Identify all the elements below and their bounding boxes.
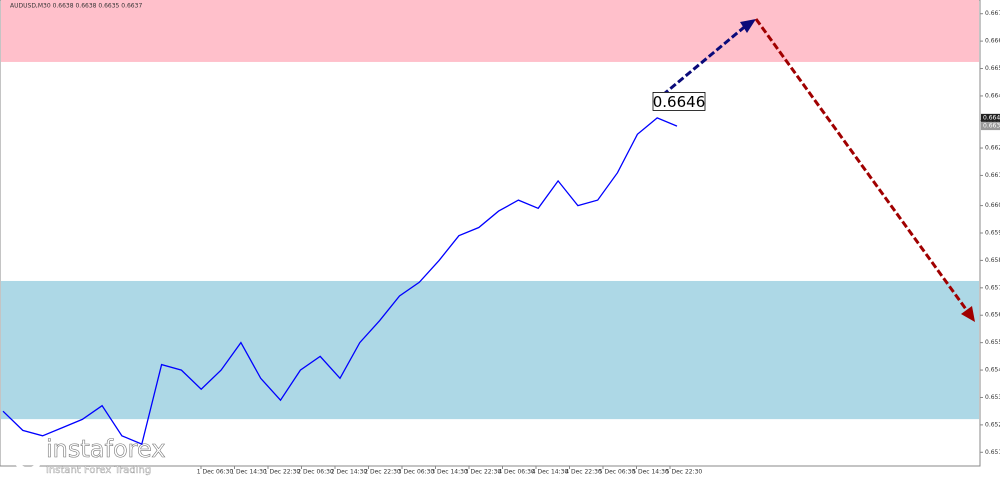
x-tick-label: 4 Dec 22:30 — [565, 469, 602, 476]
logo: instaforex Instant Forex Trading — [12, 435, 166, 476]
y-tick-label: 0.6629 — [985, 145, 1000, 152]
y-tick-label: 0.6658 — [985, 65, 1000, 72]
y-tick-label: 0.6568 — [985, 312, 1000, 319]
y-tick-label: 0.6528 — [985, 421, 1000, 428]
logo-name: instaforex — [46, 435, 166, 463]
annotation-box — [652, 92, 706, 111]
x-tick-label: 2 Dec 06:30 — [297, 469, 334, 476]
zone — [1, 0, 979, 62]
price-line — [2, 117, 678, 445]
price-label-box — [981, 113, 1000, 122]
y-tick-label: 0.6668 — [985, 38, 1000, 45]
annotation-label: 0.6646 — [653, 93, 706, 111]
zone — [1, 280, 979, 420]
price-label: 0.6637 — [983, 123, 1000, 130]
x-tick-label: 3 Dec 06:30 — [398, 469, 435, 476]
x-tick-label: 5 Dec 06:30 — [599, 469, 636, 476]
y-tick-label: 0.6608 — [985, 202, 1000, 209]
x-tick-label: 1 Dec 14:30 — [230, 469, 267, 476]
x-tick-label: 4 Dec 06:30 — [498, 469, 535, 476]
x-tick-label: 2 Dec 22:30 — [364, 469, 401, 476]
logo-icon — [22, 449, 34, 461]
x-tick-label: 1 Dec 22:30 — [264, 469, 301, 476]
x-tick-label: 5 Dec 22:30 — [666, 469, 703, 476]
y-tick-label: 0.6598 — [985, 230, 1000, 237]
logo-tagline: Instant Forex Trading — [46, 465, 151, 476]
y-tick-label: 0.6678 — [985, 10, 1000, 17]
y-tick-label: 0.6619 — [985, 172, 1000, 179]
x-tick-label: 4 Dec 14:30 — [532, 469, 569, 476]
y-tick-label: 0.6648 — [985, 92, 1000, 99]
x-tick-label: 3 Dec 14:30 — [431, 469, 468, 476]
price-label-box — [981, 122, 1000, 131]
y-tick-label: 0.6548 — [985, 367, 1000, 374]
arrow-head — [740, 19, 756, 33]
arrow-head — [961, 306, 975, 322]
y-tick-label: 0.6588 — [985, 257, 1000, 264]
y-tick-label: 0.6538 — [985, 394, 1000, 401]
y-tick-label: 0.6558 — [985, 339, 1000, 346]
x-tick-label: 1 Dec 06:30 — [197, 469, 234, 476]
x-tick-label: 2 Dec 14:30 — [331, 469, 368, 476]
logo-icon — [12, 439, 44, 471]
x-tick-label: 3 Dec 22:30 — [465, 469, 502, 476]
forecast-arrow — [654, 22, 749, 103]
x-tick-label: 5 Dec 14:30 — [632, 469, 669, 476]
forecast-arrow — [754, 18, 970, 313]
y-tick-label: 0.6578 — [985, 284, 1000, 291]
y-tick-label: 0.6518 — [985, 449, 1000, 456]
chart-title: AUDUSD,M30 0.6638 0.6638 0.6635 0.6637 — [10, 3, 142, 10]
